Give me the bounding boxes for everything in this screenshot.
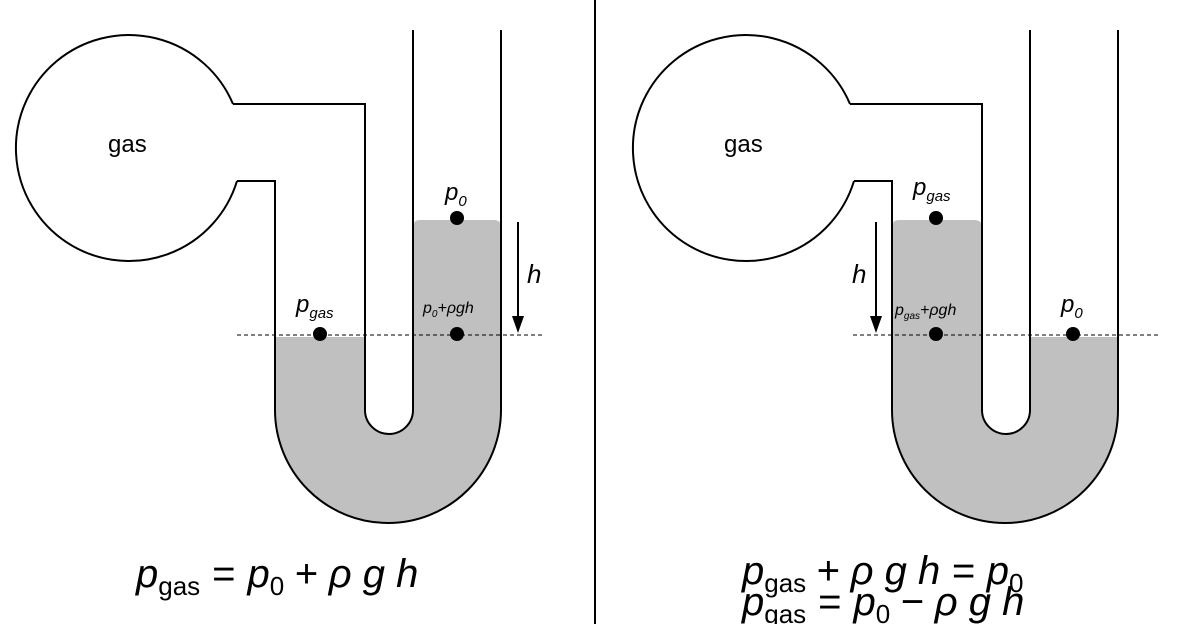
- right-height-label: h: [852, 259, 866, 289]
- left-tube-outline: [237, 30, 502, 524]
- right-equation-2: pgas = p0− ρ g h: [741, 580, 1024, 624]
- left-height-label: h: [527, 259, 541, 289]
- left-liquid: [275, 220, 501, 523]
- right-arrowhead: [870, 316, 882, 333]
- right-dot-top: [929, 211, 943, 225]
- right-equation-1: pgas + ρ g h = p0: [741, 549, 1023, 598]
- left-equation: pgas = p0 + ρ g h: [135, 552, 418, 601]
- right-tube-inner: [850, 30, 1031, 435]
- left-dot-top: [450, 211, 464, 225]
- right-bulb-outline: [631, 34, 855, 262]
- right-panel: gas pgas pgas+ρgh p0 h pgas + ρ g h = p0 p…: [631, 30, 1160, 624]
- left-dot-level-left: [313, 327, 327, 341]
- right-label-level-left: pgas+ρgh: [894, 302, 956, 322]
- right-tube-outline: [854, 30, 1119, 524]
- right-label-top: pgas: [912, 174, 951, 205]
- left-arrowhead: [512, 316, 524, 333]
- left-dot-level-right: [450, 327, 464, 341]
- right-dot-level-right: [1066, 327, 1080, 341]
- left-bulb-label: gas: [108, 131, 147, 158]
- left-label-level-right: p0+ρgh: [422, 300, 474, 320]
- right-liquid: [892, 220, 1118, 523]
- left-tube-inner: [233, 30, 414, 435]
- right-bulb-label: gas: [724, 131, 763, 158]
- right-label-level-right: p0: [1060, 291, 1083, 322]
- left-panel: gas p0 pgas p0+ρgh h pgas = p0 + ρ g h: [14, 30, 543, 601]
- right-dot-level-left: [929, 327, 943, 341]
- left-label-level-left: pgas: [295, 291, 334, 322]
- left-label-top: p0: [444, 179, 467, 210]
- left-bulb-outline: [14, 34, 238, 262]
